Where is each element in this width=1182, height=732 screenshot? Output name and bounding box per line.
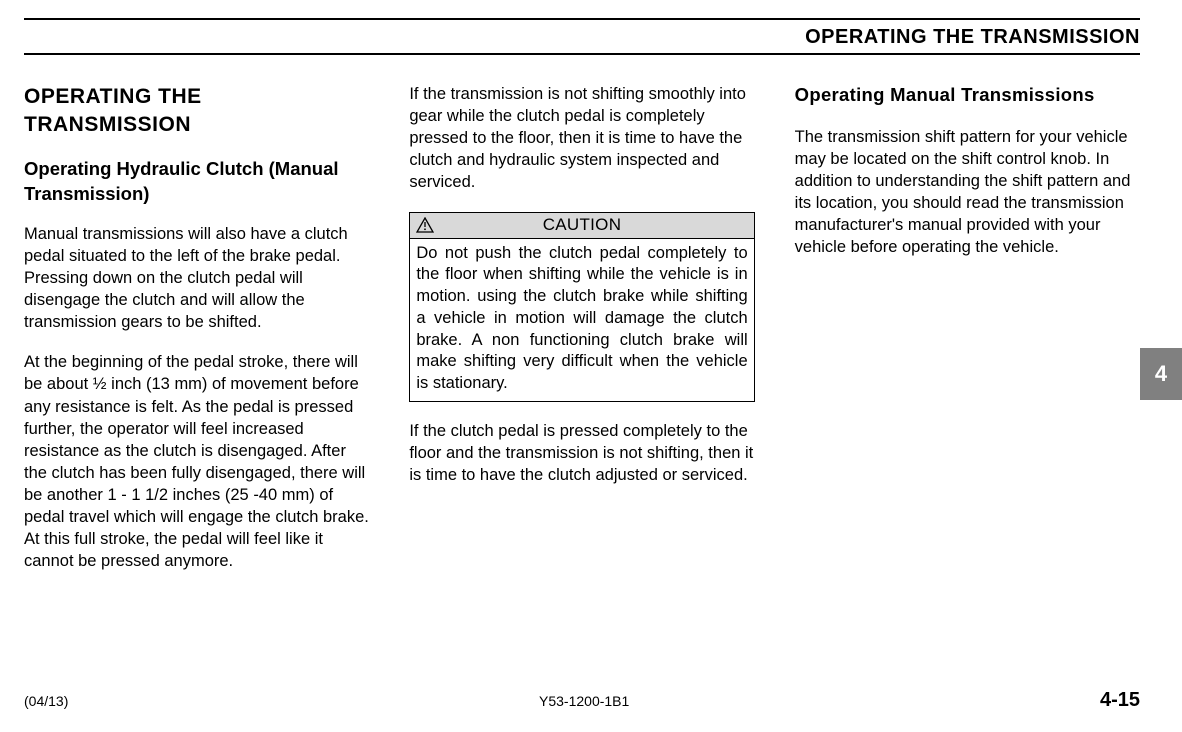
column-1: OPERATING THE TRANSMISSION Operating Hyd… bbox=[24, 83, 369, 590]
subsection-title: Operating Manual Transmissions bbox=[795, 83, 1140, 108]
running-title: OPERATING THE TRANSMISSION bbox=[24, 20, 1140, 55]
body-paragraph: The transmission shift pattern for your … bbox=[795, 126, 1140, 259]
page-header: OPERATING THE TRANSMISSION bbox=[24, 18, 1140, 55]
warning-triangle-icon bbox=[416, 217, 434, 239]
subsection-title: Operating Hydraulic Clutch (Manual Trans… bbox=[24, 157, 369, 207]
footer-date: (04/13) bbox=[24, 693, 68, 709]
caution-box: CAUTION Do not push the clutch pedal com… bbox=[409, 212, 754, 402]
section-title: OPERATING THE TRANSMISSION bbox=[24, 83, 369, 139]
footer-doc-code: Y53-1200-1B1 bbox=[539, 693, 629, 709]
caution-header: CAUTION bbox=[410, 213, 753, 239]
body-paragraph: At the beginning of the pedal stroke, th… bbox=[24, 351, 369, 572]
chapter-tab: 4 bbox=[1140, 348, 1182, 400]
page-footer: (04/13) Y53-1200-1B1 4-15 bbox=[24, 689, 1140, 712]
column-3: Operating Manual Transmissions The trans… bbox=[795, 83, 1140, 590]
body-paragraph: If the clutch pedal is pressed completel… bbox=[409, 420, 754, 486]
column-2: If the transmission is not shifting smoo… bbox=[409, 83, 754, 590]
body-paragraph: If the transmission is not shifting smoo… bbox=[409, 83, 754, 194]
content-columns: OPERATING THE TRANSMISSION Operating Hyd… bbox=[24, 83, 1140, 590]
body-paragraph: Manual transmissions will also have a cl… bbox=[24, 223, 369, 334]
caution-body: Do not push the clutch pedal completely … bbox=[410, 239, 753, 401]
footer-page-number: 4-15 bbox=[1100, 689, 1140, 712]
caution-label: CAUTION bbox=[410, 214, 753, 237]
